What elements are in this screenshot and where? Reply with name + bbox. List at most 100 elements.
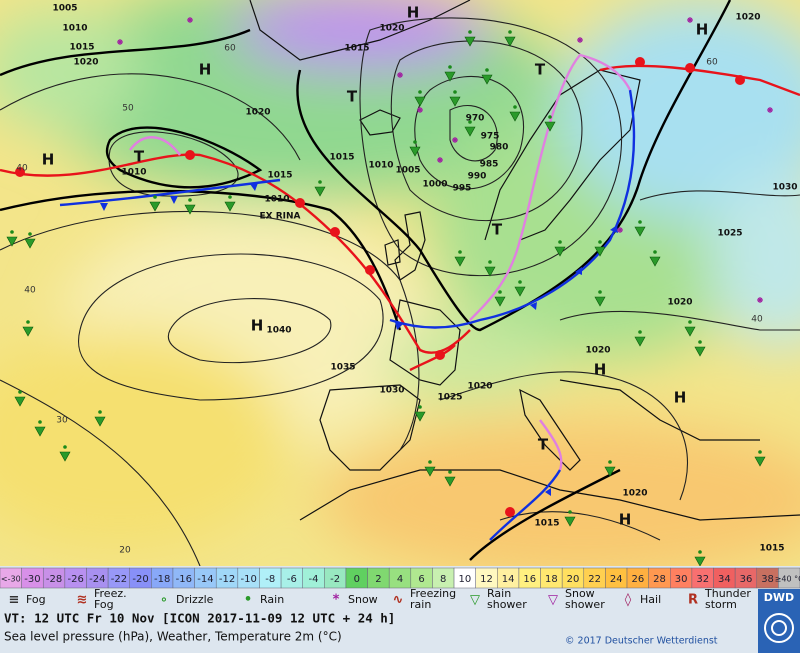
rain-shower-symbol (149, 201, 161, 212)
isobar-label: 1020 (379, 24, 404, 34)
rain-shower-symbol (454, 256, 466, 267)
isobar-label: 980 (490, 143, 509, 153)
rain-dot (413, 140, 417, 144)
isobar-label: 1015 (344, 44, 369, 54)
scale-label: 38 (761, 574, 774, 585)
rain-dot (63, 445, 67, 449)
rain-dot (38, 420, 42, 424)
pressure-center: T (538, 436, 549, 454)
pressure-center: H (251, 317, 264, 335)
legend-icon: ≋ (77, 593, 88, 608)
pressure-center: H (199, 61, 212, 79)
legend-label: shower (487, 598, 527, 611)
legend-label: Hail (640, 593, 661, 606)
rain-shower-symbol (554, 246, 566, 257)
temperature-scale: <-30 -30 -28 -26 -24 -22 -20 -18 -16 -14 -12 -10 -8-… (0, 567, 800, 589)
scale-label: 28 (653, 574, 666, 585)
snow-star (617, 227, 623, 233)
isobar-label: 1015 (534, 519, 559, 529)
dwd-logo-swirl (771, 620, 787, 636)
rain-dot (568, 510, 572, 514)
legend-icon: ≡ (9, 593, 20, 608)
scale-label: -30 (24, 574, 40, 585)
scale-label: -22 (111, 574, 127, 585)
pressure-center: H (594, 361, 607, 379)
scale-end-label: <-30 (1, 575, 21, 584)
isobar-label: 1035 (330, 363, 355, 373)
copyright: © 2017 Deutscher Wetterdienst (565, 636, 718, 647)
scale-label: -12 (219, 574, 235, 585)
pressure-center: H (42, 151, 55, 169)
valid-time: VT: 12 UTC Fr 10 Nov [ICON 2017-11-09 12… (4, 611, 395, 626)
scale-label: 32 (696, 574, 709, 585)
storm-name: EX RINA (260, 212, 301, 222)
pressure-center: H (407, 4, 420, 22)
rain-dot (508, 30, 512, 34)
isobar-label: 1020 (245, 108, 270, 118)
scale-label: 16 (523, 574, 536, 585)
rain-shower-symbol (634, 226, 646, 237)
rain-dot (468, 30, 472, 34)
rain-shower-symbol (6, 236, 18, 247)
rain-dot (153, 195, 157, 199)
rain-shower-symbol (564, 516, 576, 527)
rain-dot (98, 410, 102, 414)
isobar-label: 970 (466, 114, 485, 124)
latitude-label: 20 (119, 546, 131, 556)
legend-label: storm (705, 598, 737, 611)
isobar-label: 1015 (329, 153, 354, 163)
rain-dot (458, 250, 462, 254)
legend-label: Snow (348, 593, 378, 606)
rain-shower-symbol (594, 296, 606, 307)
scale-label: 18 (545, 574, 558, 585)
fronts (0, 53, 800, 541)
legend-label: Rain (260, 593, 284, 606)
latitude-label: 60 (706, 58, 718, 68)
isobar-label: 1015 (267, 171, 292, 181)
rain-dot (18, 390, 22, 394)
isobar-label: 1020 (73, 58, 98, 68)
scale-label: 6 (418, 574, 424, 585)
isobar-label: 1020 (622, 489, 647, 499)
rain-shower-symbol (594, 246, 606, 257)
rain-shower-symbol (494, 296, 506, 307)
rain-dot (26, 320, 30, 324)
rain-dot (638, 220, 642, 224)
isobar-label: 1000 (422, 180, 447, 190)
snow-star (437, 157, 443, 163)
pressure-center: T (134, 148, 145, 166)
rain-shower-symbol (754, 456, 766, 467)
latitude-label: 40 (24, 286, 36, 296)
rain-shower-symbol (444, 476, 456, 487)
rain-shower-symbol (409, 146, 421, 157)
scale-label: -10 (240, 574, 256, 585)
rain-shower-symbol (314, 186, 326, 197)
rain-dot (518, 280, 522, 284)
legend-icon: ∿ (393, 593, 404, 608)
rain-dot (698, 340, 702, 344)
isobar-label: 985 (480, 160, 499, 170)
scale-label: 36 (740, 574, 753, 585)
legend-icon: ▽ (470, 593, 480, 608)
rain-shower-symbol (414, 411, 426, 422)
latitude-label: 40 (16, 164, 28, 174)
legend-label: Freezing (410, 587, 456, 600)
pressure-center: H (674, 389, 687, 407)
isobar-label: 1025 (437, 393, 462, 403)
scale-label: -4 (309, 574, 319, 585)
rain-dot (485, 68, 489, 72)
scale-label: -14 (197, 574, 213, 585)
rain-dot (758, 450, 762, 454)
rain-shower-symbol (424, 466, 436, 477)
rain-shower-symbol (224, 201, 236, 212)
scale-label: 34 (718, 574, 731, 585)
legend-icon: R (688, 593, 698, 608)
rain-dot (188, 198, 192, 202)
snow-star (687, 17, 693, 23)
rain-shower-symbol (481, 74, 493, 85)
snow-star (577, 37, 583, 43)
